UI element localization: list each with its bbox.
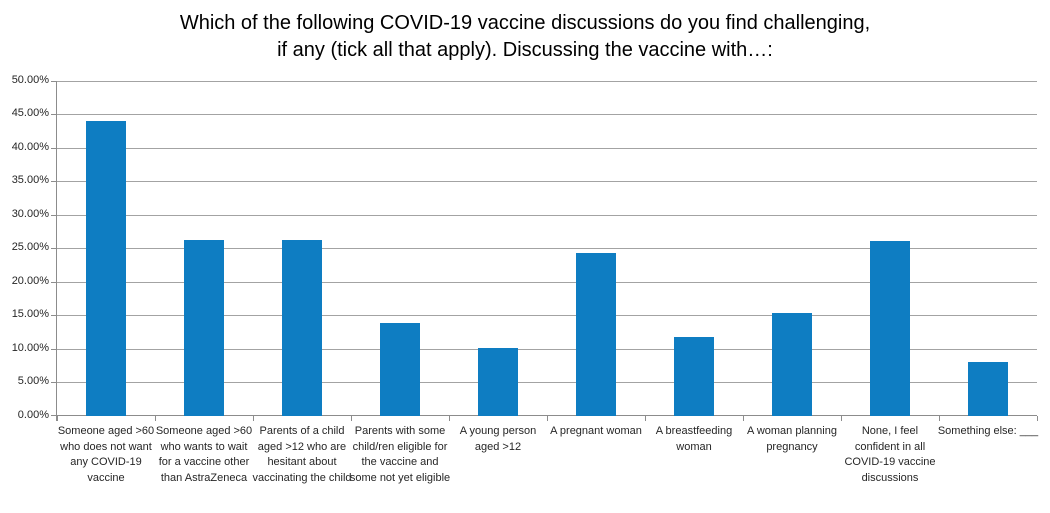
y-axis-tick: [51, 282, 56, 283]
y-axis-tick: [51, 181, 56, 182]
y-axis-tick: [51, 215, 56, 216]
y-axis-tick: [51, 248, 56, 249]
bar: [184, 240, 224, 416]
y-axis-line: [56, 81, 57, 421]
category-label: A woman planning pregnancy: [747, 425, 837, 453]
bar: [380, 323, 420, 416]
y-axis-tick: [51, 415, 56, 416]
bar: [282, 240, 322, 416]
x-axis-tick: [645, 416, 646, 421]
y-axis-tick-label: 20.00%: [11, 275, 49, 287]
category-label: A young person aged >12: [459, 425, 537, 453]
y-axis-tick: [51, 382, 56, 383]
category-label: Parents of a child aged >12 who are hesi…: [252, 425, 352, 484]
bar: [576, 253, 616, 416]
chart-title: Which of the following COVID-19 vaccine …: [0, 10, 1050, 64]
category-label: Parents with some child/ren eligible for…: [349, 425, 451, 484]
y-axis-tick-label: 40.00%: [11, 141, 49, 153]
bar: [86, 121, 126, 416]
y-axis-tick: [51, 148, 56, 149]
gridline: [57, 315, 1037, 316]
y-axis-tick: [51, 349, 56, 350]
x-axis-tick: [939, 416, 940, 421]
x-axis-tick: [155, 416, 156, 421]
gridline: [57, 215, 1037, 216]
category-label: A breastfeeding woman: [655, 425, 733, 453]
chart-title-line-2: if any (tick all that apply). Discussing…: [277, 39, 773, 61]
y-axis-tick-label: 25.00%: [11, 241, 49, 253]
category-label: None, I feel confident in all COVID-19 v…: [844, 425, 936, 484]
gridline: [57, 282, 1037, 283]
bar: [478, 348, 518, 416]
category-label: Someone aged >60 who wants to wait for a…: [155, 425, 253, 484]
bar: [870, 241, 910, 416]
y-axis-tick: [51, 114, 56, 115]
y-axis-tick: [51, 81, 56, 82]
chart-title-line-1: Which of the following COVID-19 vaccine …: [179, 12, 871, 34]
gridline: [57, 181, 1037, 182]
x-axis-tick: [1037, 416, 1038, 421]
category-label: Someone aged >60 who does not want any C…: [57, 425, 155, 484]
category-label: A pregnant woman: [550, 425, 642, 437]
gridline: [57, 148, 1037, 149]
x-axis-tick: [841, 416, 842, 421]
y-axis-tick-label: 50.00%: [11, 74, 49, 86]
x-axis-tick: [449, 416, 450, 421]
y-axis-tick-label: 35.00%: [11, 174, 49, 186]
category-label: Something else: ___: [937, 425, 1039, 437]
plot-area: 0.00% 5.00% 10.00% 15.00% 20.00% 25.00% 30.00%…: [12, 74, 1038, 484]
y-axis-tick-label: 10.00%: [11, 342, 49, 354]
bar: [674, 337, 714, 416]
x-axis-line: [57, 415, 1037, 416]
gridline: [57, 382, 1037, 383]
y-axis-tick-label: 30.00%: [11, 208, 49, 220]
y-axis-tick-label: 5.00%: [17, 375, 49, 387]
bar: [968, 362, 1008, 416]
gridline: [57, 248, 1037, 249]
x-axis-tick: [253, 416, 254, 421]
y-axis-tick-label: 45.00%: [11, 107, 49, 119]
y-axis-tick-label: 15.00%: [11, 308, 49, 320]
x-axis-tick: [57, 416, 58, 421]
gridline: [57, 81, 1037, 82]
y-axis-tick-label: 0.00%: [17, 409, 49, 421]
x-axis-tick: [743, 416, 744, 421]
gridline: [57, 349, 1037, 350]
x-axis-tick: [351, 416, 352, 421]
y-axis-tick: [51, 315, 56, 316]
x-axis-tick: [547, 416, 548, 421]
bar: [772, 313, 812, 416]
gridline: [57, 114, 1037, 115]
